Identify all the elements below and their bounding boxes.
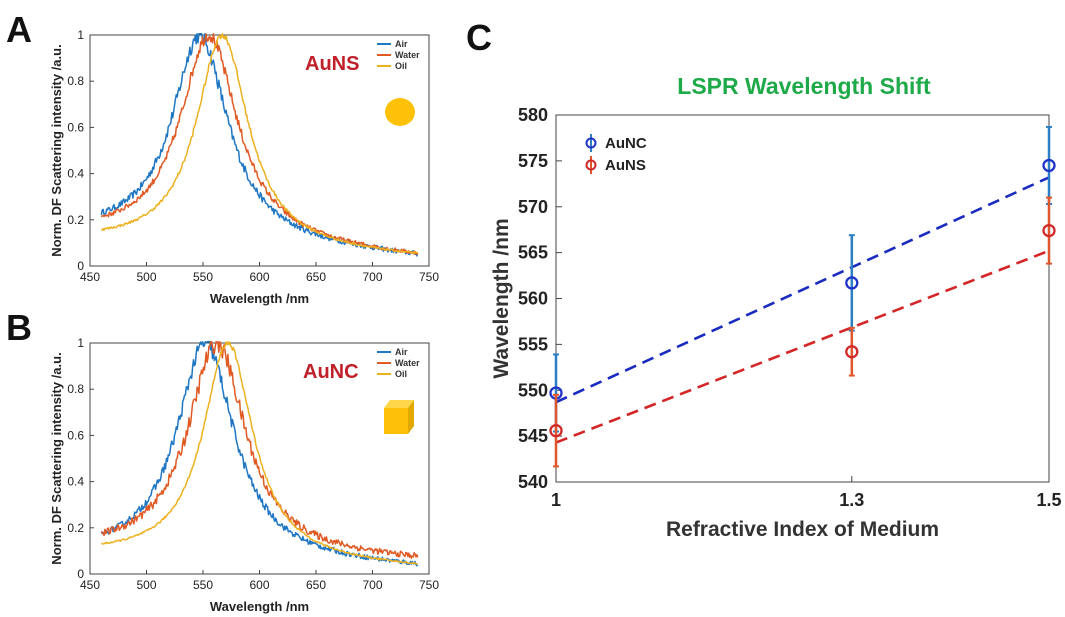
panel-b-x-tick-label: 450 (80, 578, 100, 592)
panel-c-legend-aunc: AuNC (605, 135, 647, 152)
panel-c-legend-aunc-marker (585, 137, 597, 149)
panel-b-legend-oil: Oil (395, 369, 407, 379)
panel-label-c: C (466, 17, 492, 58)
panel-a-x-axis-label: Wavelength /nm (210, 291, 309, 306)
panel-b-series-oil-line (101, 341, 419, 565)
panel-c-y-tick-label: 575 (518, 151, 548, 171)
panel-c-y-tick-label: 540 (518, 472, 548, 492)
panel-b-x-tick-label: 650 (306, 578, 326, 592)
panel-a-legend-water: Water (395, 50, 420, 60)
panel-b-y-tick-label: 0.8 (67, 382, 84, 396)
panel-a-y-tick-label: 1 (77, 28, 84, 42)
panel-a-y-tick-label: 0.6 (67, 120, 84, 134)
panel-b-annotation: AuNC (303, 361, 359, 383)
panel-c-x-tick-label: 1.3 (839, 490, 864, 510)
panel-c-aunc-fit-line (555, 176, 1050, 404)
panel-c-y-tick-label: 565 (518, 243, 548, 263)
panel-b-y-tick-label: 0 (77, 567, 84, 581)
panel-b-y-axis-label: Norm. DF Scattering intensity /a.u. (49, 352, 64, 564)
panel-a-y-tick-label: 0.4 (67, 167, 84, 181)
panel-b-legend-air: Air (395, 347, 408, 357)
panel-b-y-tick-label: 0.2 (67, 521, 84, 535)
panel-b-spectra: Wavelength /nm Norm. DF Scattering inten… (49, 336, 439, 614)
panel-c-legend-auns: AuNS (605, 157, 646, 174)
panel-b-x-tick-label: 750 (419, 578, 439, 592)
panel-a-axes-box (89, 34, 430, 267)
panel-a-y-tick-label: 0.2 (67, 213, 84, 227)
panel-b-legend-water: Water (395, 358, 420, 368)
panel-c-auns-point (549, 423, 563, 438)
cube-icon (384, 400, 414, 408)
panel-a-x-tick-label: 700 (362, 270, 382, 284)
panel-a-y-axis-label: Norm. DF Scattering intensity /a.u. (49, 44, 64, 256)
panel-c-y-tick-label: 560 (518, 289, 548, 309)
panel-a-y-tick-label: 0.8 (67, 74, 84, 88)
panel-c-aunc-point (845, 276, 859, 290)
panel-a-x-tick-label: 750 (419, 270, 439, 284)
panel-c-y-tick-label: 550 (518, 380, 548, 400)
cube-side-shape (408, 400, 414, 434)
panel-c-y-axis-label: Wavelength /nm (490, 218, 513, 378)
panel-b-y-tick-label: 1 (77, 336, 84, 350)
panel-c-y-tick-label: 570 (518, 197, 548, 217)
panel-c-y-tick-label: 545 (518, 426, 548, 446)
panel-a-x-tick-label: 450 (80, 270, 100, 284)
panel-label-a: A (6, 9, 32, 50)
panel-b-y-tick-label: 0.6 (67, 428, 84, 442)
panel-b-y-tick-label: 0.4 (67, 475, 84, 489)
panel-b-series-water-line (100, 341, 419, 559)
panel-c-auns-fit-line (555, 249, 1050, 444)
panel-a-series-water-line (100, 33, 419, 256)
panel-a-x-tick-label: 500 (136, 270, 156, 284)
panel-c-y-tick-label: 555 (518, 334, 548, 354)
panel-a-x-tick-label: 650 (306, 270, 326, 284)
panel-a-series-air-line (100, 33, 418, 257)
panel-b-series-air-line (100, 341, 419, 567)
panel-a-spectra: Wavelength /nm Norm. DF Scattering inten… (49, 28, 439, 306)
panel-b-x-tick-label: 600 (249, 578, 269, 592)
panel-c-title: LSPR Wavelength Shift (677, 73, 931, 99)
panel-b-x-axis-label: Wavelength /nm (210, 599, 309, 614)
panel-c-x-tick-label: 1.5 (1036, 490, 1061, 510)
panel-c-x-axis-label: Refractive Index of Medium (666, 518, 939, 541)
panel-a-legend-oil: Oil (395, 61, 407, 71)
sphere-icon (385, 98, 415, 126)
panel-c-legend-auns-marker (585, 159, 597, 171)
panel-a-x-tick-label: 550 (193, 270, 213, 284)
cube-front-shape (384, 408, 408, 434)
panel-c-lspr-shift: LSPR Wavelength Shift Refractive Index o… (490, 73, 1062, 541)
panel-a-series-oil-line (101, 33, 419, 255)
panel-c-aunc-point (1042, 158, 1056, 173)
panel-a-x-tick-label: 600 (249, 270, 269, 284)
panel-c-x-tick-label: 1 (551, 490, 561, 510)
panel-label-b: B (6, 307, 32, 348)
panel-a-legend-air: Air (395, 39, 408, 49)
panel-c-auns-point (1042, 223, 1056, 238)
panel-b-x-tick-label: 700 (362, 578, 382, 592)
panel-a-y-tick-label: 0 (77, 259, 84, 273)
panel-b-x-tick-label: 500 (136, 578, 156, 592)
panel-b-x-tick-label: 550 (193, 578, 213, 592)
panel-a-annotation: AuNS (305, 53, 359, 75)
panel-c-y-tick-label: 580 (518, 105, 548, 125)
panel-c-auns-point (845, 345, 859, 359)
